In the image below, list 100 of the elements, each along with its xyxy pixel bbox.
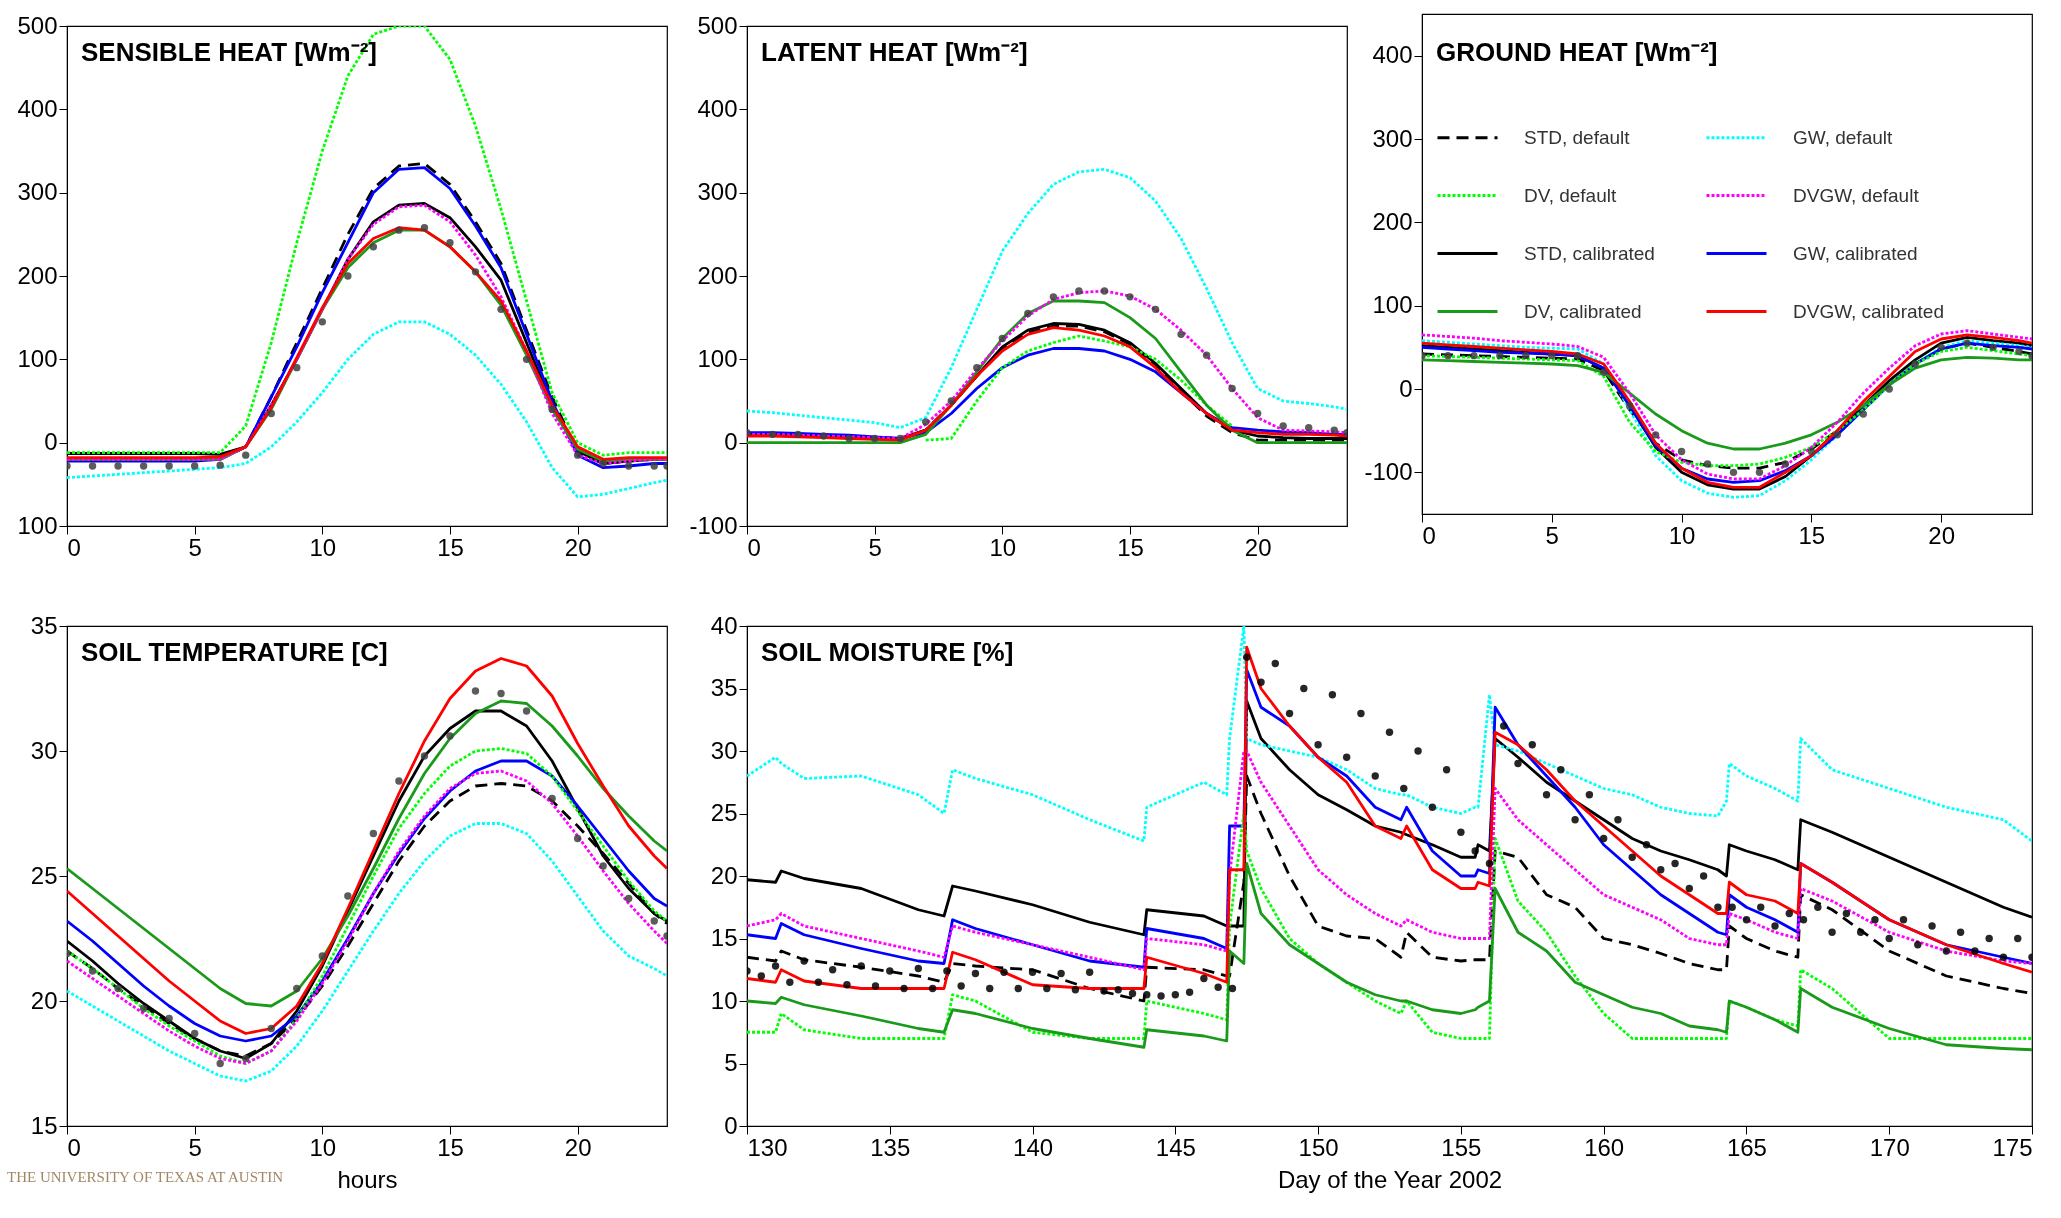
y-tick-label: 40 [710, 611, 738, 639]
point [1522, 351, 1530, 360]
y-tick-label: 35 [30, 611, 58, 639]
y-tick-label: 100 [1372, 291, 1413, 319]
point [1548, 351, 1556, 360]
line-series [747, 749, 2032, 972]
point [1330, 426, 1338, 434]
chart-title: SENSIBLE HEAT [Wm⁻²] [81, 37, 377, 67]
text: GROUND HEAT [Wm⁻²] [1436, 37, 1718, 67]
y-tick-label: 100 [17, 511, 58, 539]
x-axis-title: hours [337, 1165, 398, 1193]
point [1755, 468, 1764, 477]
point [870, 434, 879, 443]
y-tick-label: 25 [710, 799, 738, 826]
point [522, 355, 531, 364]
point [1677, 447, 1686, 456]
x-tick-label: 140 [1013, 1133, 1054, 1161]
point [548, 405, 556, 414]
y-tick-label: 0 [44, 428, 58, 456]
y-tick-label: 300 [1372, 124, 1413, 152]
x-tick-label: 5 [188, 533, 202, 561]
point [293, 984, 301, 993]
x-tick-label: 20 [564, 1133, 592, 1161]
point [344, 272, 352, 280]
chart-title: SOIL MOISTURE [%] [761, 637, 1014, 667]
y-tick-label: 30 [710, 736, 738, 764]
point [1253, 409, 1262, 418]
y-tick-label: 300 [17, 178, 58, 206]
point [768, 430, 777, 439]
legend-label: DVGW, calibrated [1793, 300, 1944, 322]
x-tick-label: 10 [989, 533, 1017, 561]
point [599, 459, 607, 468]
point [267, 1024, 275, 1033]
legend-label: GW, default [1793, 126, 1893, 148]
point [88, 967, 97, 975]
point [819, 432, 828, 440]
point [344, 892, 352, 900]
point [1075, 287, 1083, 295]
x-tick-label: 135 [870, 1133, 911, 1161]
line-series [747, 626, 2032, 843]
point [1781, 460, 1790, 468]
x-tick-label: 10 [1668, 521, 1696, 549]
y-tick-label: 500 [17, 11, 58, 39]
x-tick-label: 160 [1584, 1133, 1625, 1161]
x-tick-label: 20 [564, 533, 592, 561]
point [1444, 351, 1452, 360]
x-tick-label: 165 [1726, 1133, 1767, 1161]
y-tick-label: 400 [697, 94, 738, 122]
chart-title: LATENT HEAT [Wm⁻²] [761, 37, 1028, 67]
point [471, 268, 480, 276]
x-tick-label: 175 [1992, 1133, 2033, 1161]
text: THE UNIVERSITY OF TEXAS AT AUSTIN [7, 1169, 284, 1185]
y-tick-label: 0 [724, 1111, 738, 1139]
point [318, 952, 327, 960]
legend-label: STD, default [1524, 126, 1631, 148]
x-tick-label: 15 [437, 1133, 464, 1161]
y-tick-label: 15 [710, 924, 738, 951]
point [1833, 431, 1842, 439]
y-tick-label: 200 [697, 261, 738, 289]
point [446, 238, 454, 247]
point [1304, 423, 1313, 432]
legend-label: DVGW, default [1793, 184, 1920, 206]
point [1729, 468, 1738, 477]
legend-label: STD, calibrated [1524, 242, 1655, 264]
legend-label: GW, calibrated [1793, 242, 1918, 264]
chart-title: SOIL TEMPERATURE [C] [81, 637, 388, 667]
point [548, 794, 556, 803]
point [190, 462, 199, 470]
point [1496, 351, 1504, 360]
point [1202, 351, 1211, 359]
y-tick-label: 5 [724, 1049, 738, 1076]
line-series [747, 167, 1347, 430]
line-series [67, 699, 667, 1008]
point [1599, 368, 1608, 377]
x-tick-label: 155 [1441, 1133, 1482, 1161]
point [114, 984, 122, 993]
y-tick-label: 200 [1372, 207, 1413, 235]
point [2015, 347, 2023, 356]
y-tick-label: 100 [17, 344, 58, 372]
point [242, 451, 250, 459]
point [497, 305, 505, 314]
x-tick-label: 0 [67, 1133, 81, 1161]
y-tick-label: 30 [30, 736, 58, 764]
point [1911, 360, 1919, 368]
point [650, 917, 658, 925]
point [369, 829, 378, 838]
point [420, 223, 429, 232]
y-tick-label: 0 [724, 428, 738, 456]
point [1937, 343, 1945, 352]
point [1963, 339, 1971, 347]
point [1859, 410, 1867, 418]
line-series [747, 862, 2032, 1052]
point [845, 434, 853, 443]
point [165, 462, 173, 470]
y-tick-label: 20 [30, 986, 58, 1014]
x-axis-title: Day of the Year 2002 [1277, 1165, 1503, 1193]
x-tick-label: 5 [1545, 521, 1559, 549]
point [1228, 384, 1236, 393]
legend-label: DV, calibrated [1524, 300, 1642, 322]
point [497, 689, 505, 698]
